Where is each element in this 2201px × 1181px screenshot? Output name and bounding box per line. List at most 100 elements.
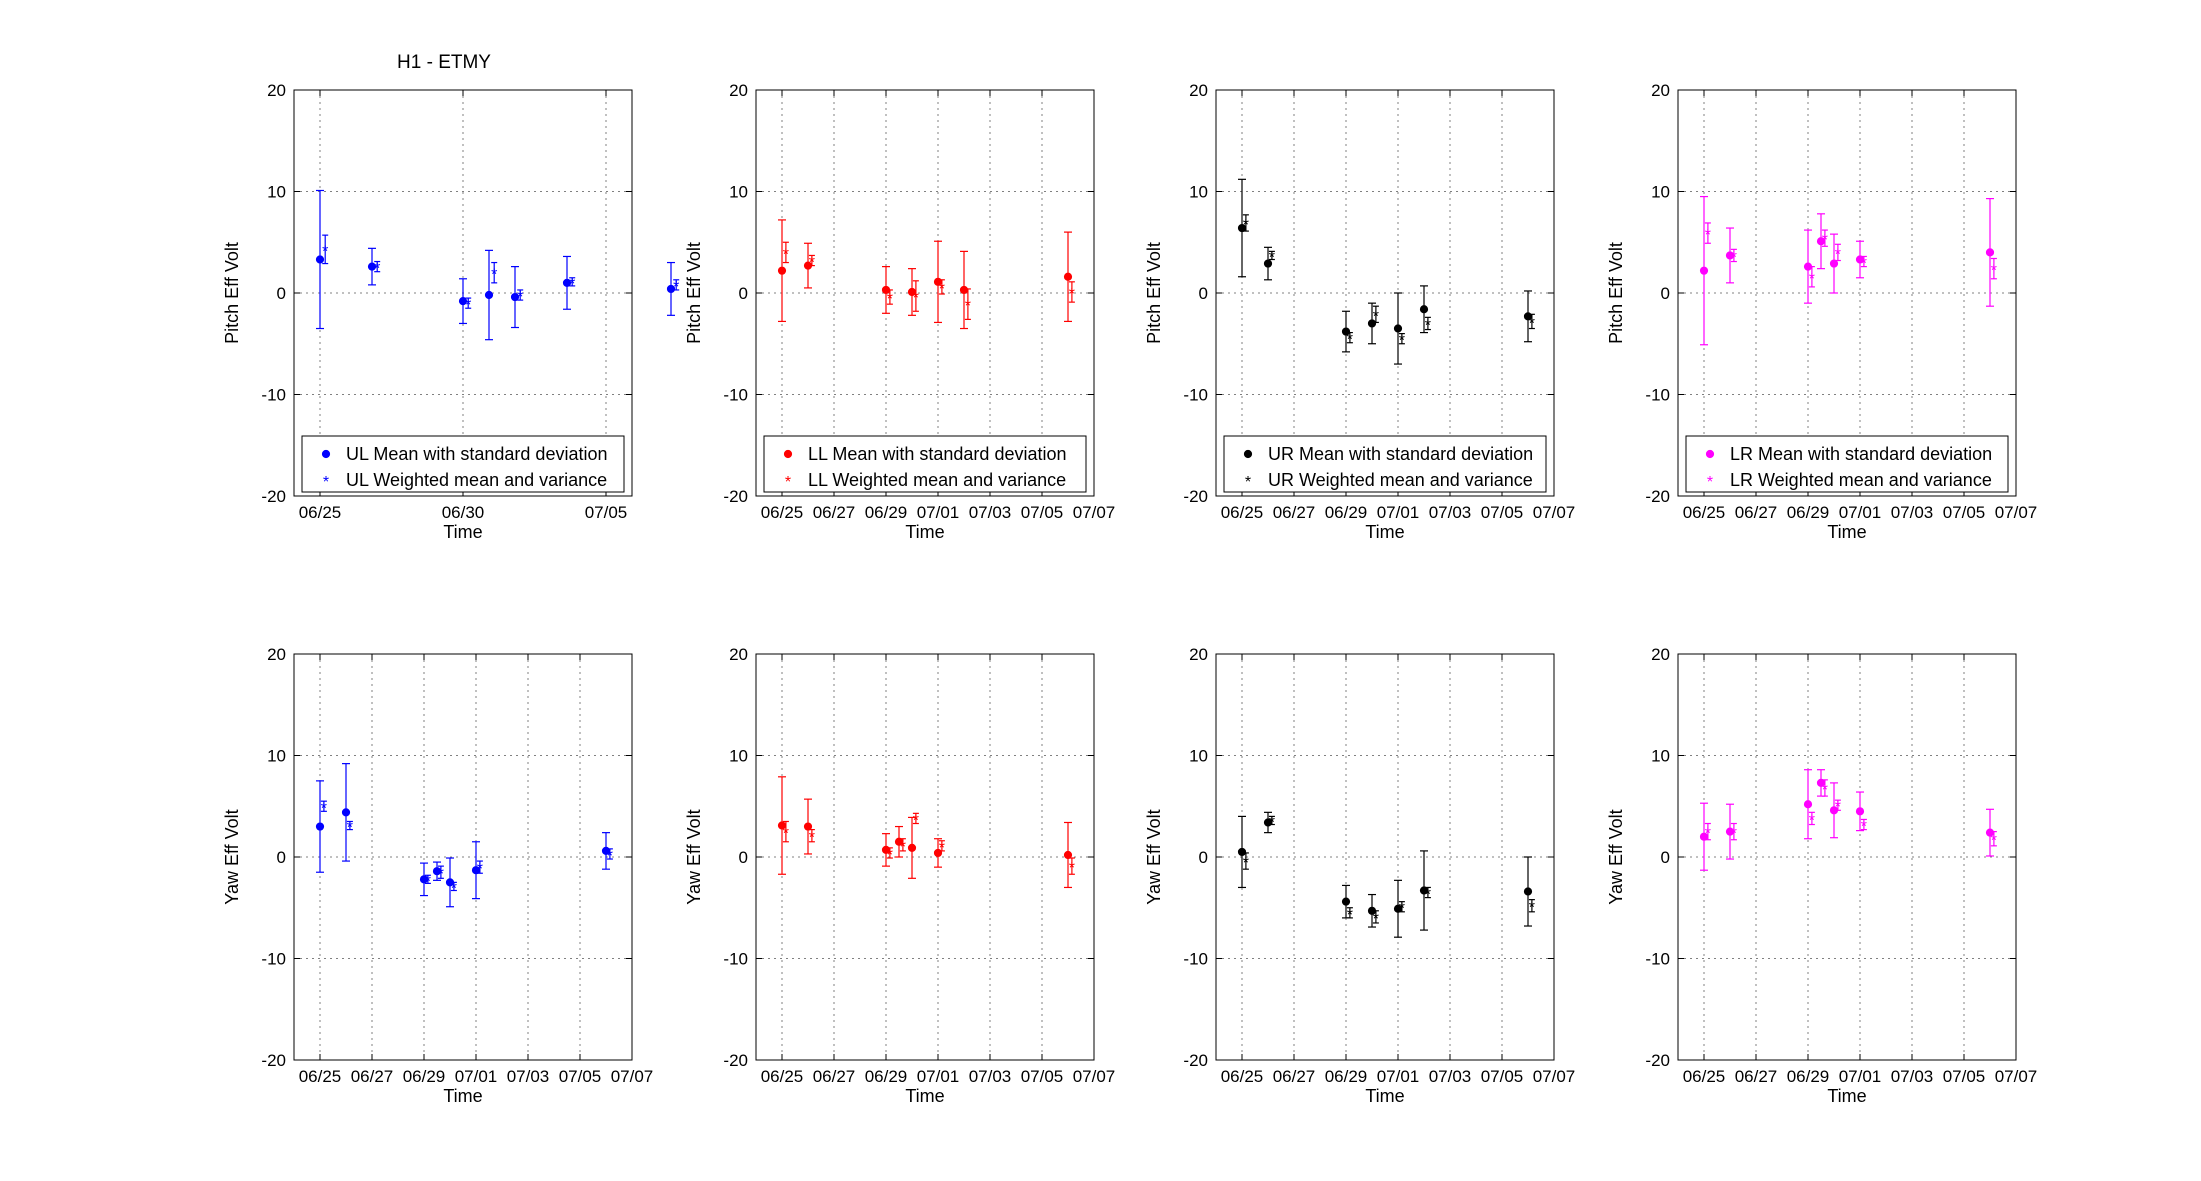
tick-label-x: 07/07 [611,1067,654,1086]
tick-label-x: 07/03 [1891,1067,1934,1086]
data-point: * [1269,249,1275,266]
data-point: * [1705,826,1711,843]
tick-label-x: 06/29 [1787,503,1830,522]
data-point [1367,319,1377,328]
data-point: * [1731,826,1737,843]
data-point: * [1529,900,1535,917]
legend-entry: LL Mean with standard deviation [808,444,1067,464]
data-point: * [1373,308,1379,325]
data-point: * [491,267,497,284]
data-point: * [477,861,483,878]
data-point: * [913,812,919,829]
data-point: * [322,243,328,260]
series-weighted: * * * * * * * [1243,814,1535,927]
series-mean [1699,769,1995,871]
data-point: * [569,276,575,293]
data-point: * [809,255,815,272]
tick-label-y: 0 [1199,284,1208,303]
panel-LL-pitch: 20 10 0 -10 -20 06/25 06/27 06/29 07/01 07/03 07/0… [684,81,1115,542]
tick-label-y: 20 [267,645,286,664]
legend-box [763,435,1087,493]
x-axis-label: Time [443,522,482,542]
series-weighted: * * * * * * * [1705,779,1997,850]
tick-label-y: -10 [1645,950,1670,969]
data-point [1829,259,1839,268]
data-point: * [1243,855,1249,872]
legend-entry: LL Weighted mean and variance [808,470,1066,490]
tick-label-x: 07/05 [1481,503,1524,522]
tick-label-y: -10 [723,950,748,969]
tick-label-x: 07/01 [455,1067,498,1086]
data-point: * [1069,286,1075,303]
tick-label-x: 06/30 [442,503,485,522]
tick-label-x: 07/01 [917,1067,960,1086]
data-point [1341,897,1351,906]
data-point: * [438,866,444,883]
y-axis-label: Yaw Eff Volt [1606,809,1626,904]
plot-frame [755,653,1095,1061]
series-weighted: * * * * * * * [321,800,613,897]
data-point: * [673,279,679,296]
data-point: * [1705,227,1711,244]
tick-label-y: 0 [1199,848,1208,867]
data-point: * [1269,814,1275,831]
data-point: * [1822,782,1828,799]
data-point: * [1399,901,1405,918]
y-axis-label: Pitch Eff Volt [1144,242,1164,344]
plot-frame [1215,653,1555,1061]
y-axis-label: Pitch Eff Volt [222,242,242,344]
tick-label-y: -10 [1645,386,1670,405]
legend-marker [321,449,331,459]
tick-label-x: 07/07 [1995,1067,2038,1086]
data-point [484,290,494,300]
tick-label-x: 07/03 [1429,503,1472,522]
tick-label-y: 20 [267,81,286,100]
tick-label-y: 0 [739,284,748,303]
tick-label-x: 06/27 [813,503,856,522]
data-point: * [809,830,815,847]
tick-label-x: 06/29 [1325,503,1368,522]
data-point: * [965,298,971,315]
legend-entry: UL Mean with standard deviation [346,444,607,464]
data-point: * [1425,317,1431,334]
data-point: * [900,839,906,856]
tick-label-x: 07/05 [1021,503,1064,522]
legend-entry: UR Mean with standard deviation [1268,444,1533,464]
tick-label-x: 07/01 [1377,1067,1420,1086]
legend-box [1685,435,2009,493]
data-point: * [1529,315,1535,332]
data-point: * [783,826,789,843]
tick-label-y: 0 [739,848,748,867]
data-point: * [1809,812,1815,829]
panel-LL-yaw: 20 10 0 -10 -20 06/25 06/27 06/29 07/01 07/03 07/0… [684,645,1115,1106]
data-point: * [347,820,353,837]
tick-label-x: 07/05 [1021,1067,1064,1086]
x-axis-label: Time [905,522,944,542]
tick-label-x: 06/29 [403,1067,446,1086]
tick-label-x: 07/01 [1839,1067,1882,1086]
data-point: * [1399,333,1405,350]
data-point: * [913,290,919,307]
tick-label-y: 10 [1189,183,1208,202]
tick-label-y: 0 [1661,284,1670,303]
tick-label-x: 06/27 [1735,503,1778,522]
x-axis-label: Time [1365,522,1404,542]
data-point [907,843,917,852]
panel-LR-yaw: 20 10 0 -10 -20 06/25 06/27 06/29 07/01 07/03 07/0… [1606,645,2037,1106]
series-weighted: * * * * * * * [783,812,1075,877]
tick-label-x: 06/29 [1787,1067,1830,1086]
data-point: * [1373,911,1379,928]
panel-UR-pitch: 20 10 0 -10 -20 06/25 06/27 06/29 07/01 07/03 07/0… [1144,81,1575,542]
tick-label-y: -20 [1183,487,1208,506]
data-point: * [939,840,945,857]
data-point [803,822,813,831]
tick-label-x: 07/05 [1943,503,1986,522]
tick-label-x: 07/01 [1839,503,1882,522]
data-point [1699,266,1709,275]
data-point: * [517,289,523,306]
legend-marker [783,449,793,459]
series-mean [315,189,676,341]
tick-label-y: -20 [723,487,748,506]
data-point: * [1347,332,1353,349]
